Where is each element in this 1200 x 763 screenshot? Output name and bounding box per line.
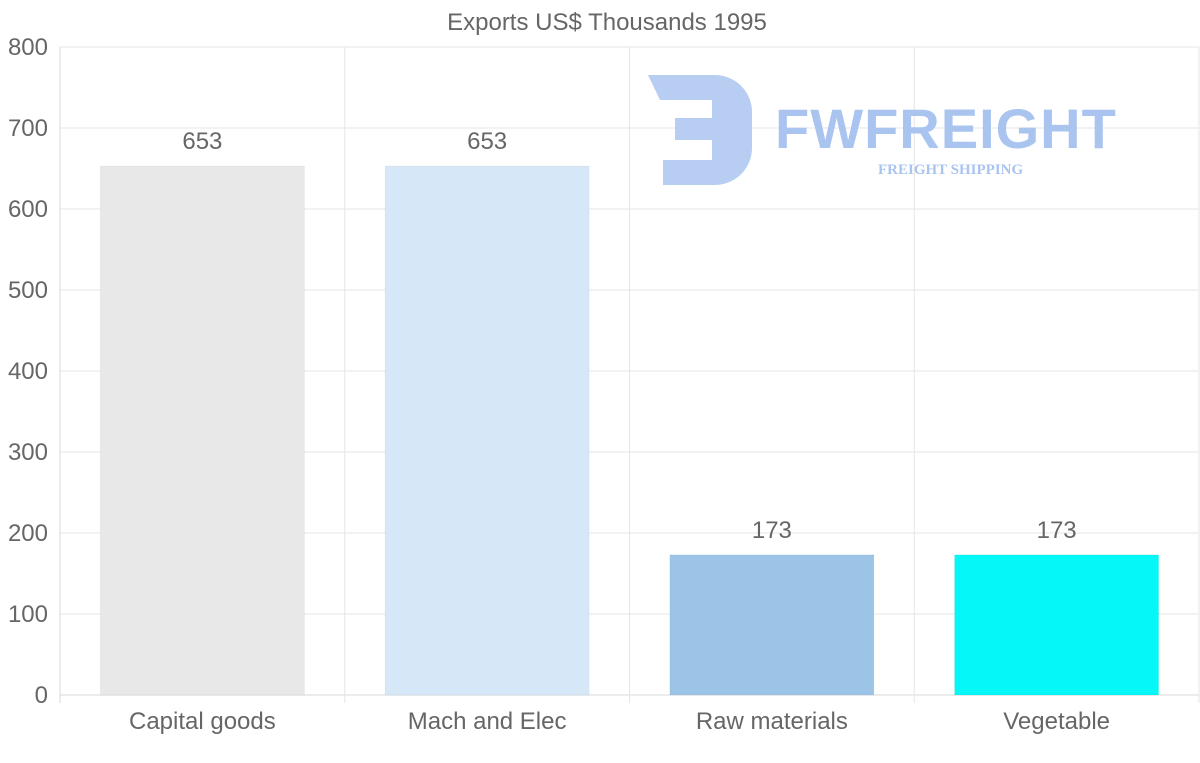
- y-tick-label: 600: [8, 196, 48, 223]
- bar-value-label: 173: [752, 517, 792, 544]
- chart-title: Exports US$ Thousands 1995: [447, 9, 767, 36]
- y-tick-label: 200: [8, 520, 48, 547]
- y-tick-label: 400: [8, 358, 48, 385]
- axes: 0 100 200 300 400 500 600 700 800 Capital goods Ma…: [8, 34, 1110, 735]
- y-tick-label: 300: [8, 439, 48, 466]
- y-tick-label: 800: [8, 34, 48, 61]
- bar-value-label: 653: [182, 128, 222, 155]
- y-tick-label: 500: [8, 277, 48, 304]
- watermark-tagline: FREIGHT SHIPPING: [878, 162, 1023, 178]
- x-tick-label: Capital goods: [129, 708, 276, 735]
- bar: [99, 165, 305, 696]
- bar: [669, 554, 875, 696]
- watermark: FWFREIGHT FREIGHT SHIPPING: [648, 75, 1117, 185]
- y-tick-label: 0: [35, 682, 48, 709]
- y-tick-label: 100: [8, 601, 48, 628]
- bar-value-label: 653: [467, 128, 507, 155]
- y-tick-label: 700: [8, 115, 48, 142]
- watermark-logo-icon: [648, 75, 752, 185]
- watermark-brand: FWFREIGHT: [775, 97, 1117, 160]
- bar-value-label: 173: [1037, 517, 1077, 544]
- bar: [954, 554, 1160, 696]
- bars: 653 653 173 173: [99, 128, 1160, 696]
- bar: [384, 165, 590, 696]
- x-tick-label: Raw materials: [696, 708, 848, 735]
- x-tick-label: Mach and Elec: [408, 708, 567, 735]
- x-tick-label: Vegetable: [1003, 708, 1110, 735]
